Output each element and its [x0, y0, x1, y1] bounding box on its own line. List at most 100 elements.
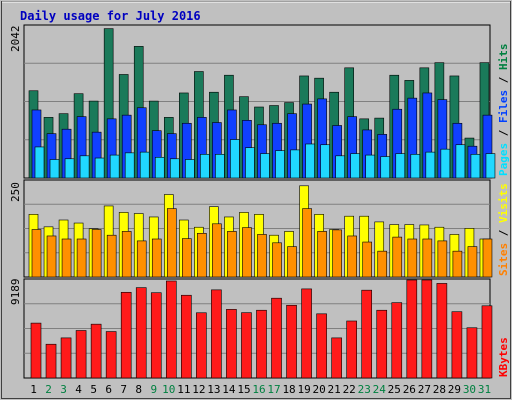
bar-kbytes-day-21 [331, 337, 342, 379]
bar-pages-day-18 [290, 149, 300, 179]
x-tick-label: 20 [313, 383, 326, 396]
bar-sites-day-13 [212, 223, 222, 278]
bar-sites-day-2 [46, 235, 57, 278]
bar-pages-day-5 [94, 157, 105, 179]
bar-sites-day-12 [197, 233, 207, 278]
x-tick-label: 18 [282, 383, 295, 396]
legend-bottom: KBytes [497, 337, 510, 377]
x-tick-label: 8 [135, 383, 142, 396]
bar-kbytes-day-15 [241, 312, 252, 379]
legend-item-hits: Hits [497, 44, 510, 71]
bar-kbytes-day-27 [421, 279, 433, 379]
bar-kbytes-day-7 [120, 291, 132, 379]
bar-sites-day-11 [182, 238, 192, 278]
legend-text: Sites / Visits [497, 183, 510, 276]
bar-sites-day-21 [332, 229, 342, 278]
bar-sites-day-18 [287, 246, 297, 278]
x-tick-label: 15 [237, 383, 250, 396]
x-tick-label: 3 [60, 383, 67, 396]
bar-sites-day-14 [227, 231, 237, 278]
top-y-max-label: 2042 [9, 26, 22, 53]
middle-y-max-label: 250 [9, 182, 22, 202]
x-tick-label: 25 [388, 383, 401, 396]
bar-kbytes-day-5 [90, 323, 102, 379]
bar-kbytes-day-11 [181, 294, 192, 379]
x-tick-label: 27 [418, 383, 431, 396]
bar-pages-day-15 [245, 147, 255, 179]
bar-pages-day-4 [79, 155, 90, 179]
legend-text: KBytes [497, 337, 510, 377]
bar-kbytes-day-10 [165, 280, 177, 379]
bar-pages-day-22 [350, 153, 360, 179]
bar-pages-day-17 [275, 150, 285, 179]
bar-pages-day-20 [320, 144, 330, 179]
bar-pages-day-28 [440, 148, 451, 179]
bar-pages-day-29 [455, 144, 466, 179]
x-tick-label: 29 [448, 383, 461, 396]
legend-item-pages: Pages [497, 143, 510, 176]
bar-pages-day-26 [410, 154, 421, 179]
bar-sites-day-1 [31, 229, 42, 278]
bar-pages-day-30 [470, 154, 481, 179]
x-tick-label: 14 [222, 383, 236, 396]
x-tick-label: 30 [463, 383, 476, 396]
bar-pages-day-24 [380, 156, 391, 179]
x-tick-label: 16 [252, 383, 265, 396]
legend-item-visits: Visits [497, 183, 510, 223]
bar-sites-day-24 [377, 250, 388, 278]
bar-sites-day-22 [347, 235, 357, 278]
bar-sites-day-9 [151, 238, 162, 278]
bar-sites-day-27 [422, 238, 433, 278]
x-tick-label: 17 [267, 383, 280, 396]
bar-kbytes-day-29 [451, 311, 463, 379]
x-tick-label: 28 [433, 383, 446, 396]
x-tick-label: 7 [120, 383, 127, 396]
bar-sites-day-8 [136, 240, 147, 278]
x-tick-label: 26 [403, 383, 416, 396]
bar-pages-day-1 [34, 146, 45, 179]
x-tick-label: 6 [105, 383, 112, 396]
x-tick-label: 21 [328, 383, 341, 396]
bar-kbytes-day-3 [60, 337, 72, 379]
bar-pages-day-11 [185, 159, 195, 179]
bar-pages-day-12 [200, 154, 210, 179]
legend-item-kbytes: KBytes [497, 337, 510, 377]
bar-pages-day-9 [154, 156, 165, 179]
legend-separator: / [497, 223, 510, 243]
bar-kbytes-day-31 [481, 305, 493, 379]
x-tick-label: 4 [75, 383, 82, 396]
bar-pages-day-21 [335, 155, 345, 179]
bar-kbytes-day-9 [150, 292, 162, 379]
bar-pages-day-13 [215, 154, 225, 179]
bar-kbytes-day-19 [301, 288, 312, 379]
legend-top: Pages / Files / Hits [497, 44, 510, 177]
bar-pages-day-6 [109, 154, 120, 179]
bar-kbytes-day-17 [271, 297, 282, 379]
panel-middle [23, 179, 493, 278]
bar-pages-day-10 [169, 158, 180, 179]
bar-sites-day-6 [106, 234, 117, 278]
bar-kbytes-day-1 [30, 322, 42, 379]
bar-kbytes-day-13 [211, 289, 222, 379]
bar-sites-day-20 [317, 231, 327, 278]
bar-pages-day-31 [485, 153, 496, 179]
bar-sites-day-16 [257, 234, 267, 278]
x-tick-label: 22 [343, 383, 356, 396]
x-tick-label: 11 [177, 383, 190, 396]
bar-pages-day-27 [425, 151, 436, 179]
x-tick-label: 2 [45, 383, 52, 396]
bar-sites-day-15 [242, 227, 252, 278]
legend-item-sites: Sites [497, 243, 510, 276]
bar-pages-day-19 [305, 143, 315, 179]
bar-sites-day-25 [392, 236, 403, 278]
bar-kbytes-day-18 [286, 304, 297, 379]
legend-text: Pages / Files / Hits [497, 44, 510, 177]
x-tick-label: 13 [207, 383, 220, 396]
bar-pages-day-14 [230, 139, 240, 179]
x-tick-label: 5 [90, 383, 97, 396]
x-tick-label: 9 [150, 383, 157, 396]
bar-sites-day-4 [76, 238, 87, 278]
bar-pages-day-7 [124, 152, 135, 179]
bar-kbytes-day-6 [105, 331, 117, 379]
